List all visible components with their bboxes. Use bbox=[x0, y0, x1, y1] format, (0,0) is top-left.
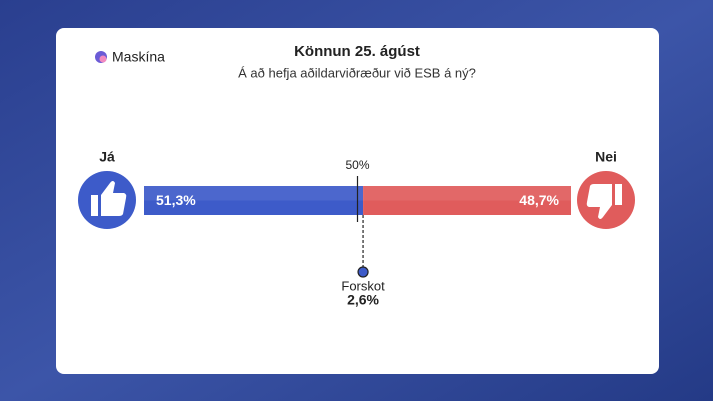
thumbs-up-icon bbox=[78, 171, 136, 229]
chart-title: Könnun 25. ágúst bbox=[294, 43, 420, 60]
value-label: 48,7% bbox=[519, 192, 559, 208]
value-label: 51,3% bbox=[156, 192, 196, 208]
x-tick-label: 50% bbox=[345, 158, 369, 172]
bar bbox=[144, 186, 364, 215]
bar bbox=[363, 186, 571, 215]
annotation-value: 2,6% bbox=[347, 292, 379, 308]
brand-logo bbox=[95, 51, 107, 63]
brand: Maskína bbox=[112, 49, 165, 65]
annotation-text: Forskot bbox=[341, 278, 385, 293]
legend-label: Já bbox=[99, 149, 115, 165]
legend-label: Nei bbox=[595, 149, 617, 165]
lead-dot bbox=[357, 266, 369, 278]
thumbs-down-icon bbox=[577, 171, 635, 229]
chart-subtitle: Á að hefja aðildarviðræður við ESB á ný? bbox=[238, 65, 476, 80]
